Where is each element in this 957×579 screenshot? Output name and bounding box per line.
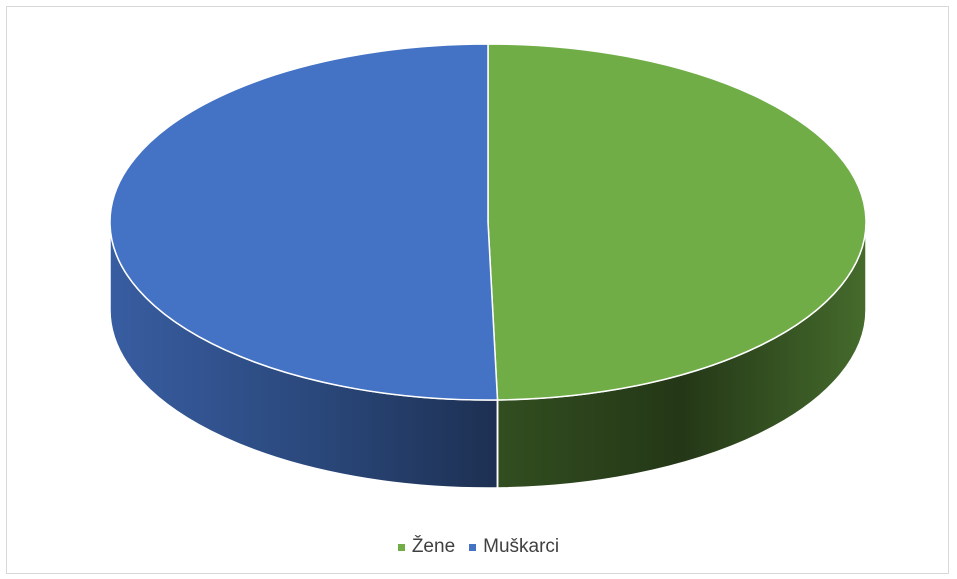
pie-tops (109, 43, 867, 401)
legend-swatch-zene (397, 543, 405, 551)
pie-slice-zene (487, 43, 867, 401)
legend-label-zene: Žene (411, 536, 456, 557)
legend-swatch-muskarci (469, 543, 477, 551)
legend-item-muskarci: Muškarci (469, 536, 559, 558)
legend-label-muskarci: Muškarci (483, 536, 560, 557)
pie-slice-muskarci (109, 43, 499, 401)
legend: Žene Muškarci (0, 536, 957, 558)
legend-item-zene: Žene (397, 536, 456, 558)
